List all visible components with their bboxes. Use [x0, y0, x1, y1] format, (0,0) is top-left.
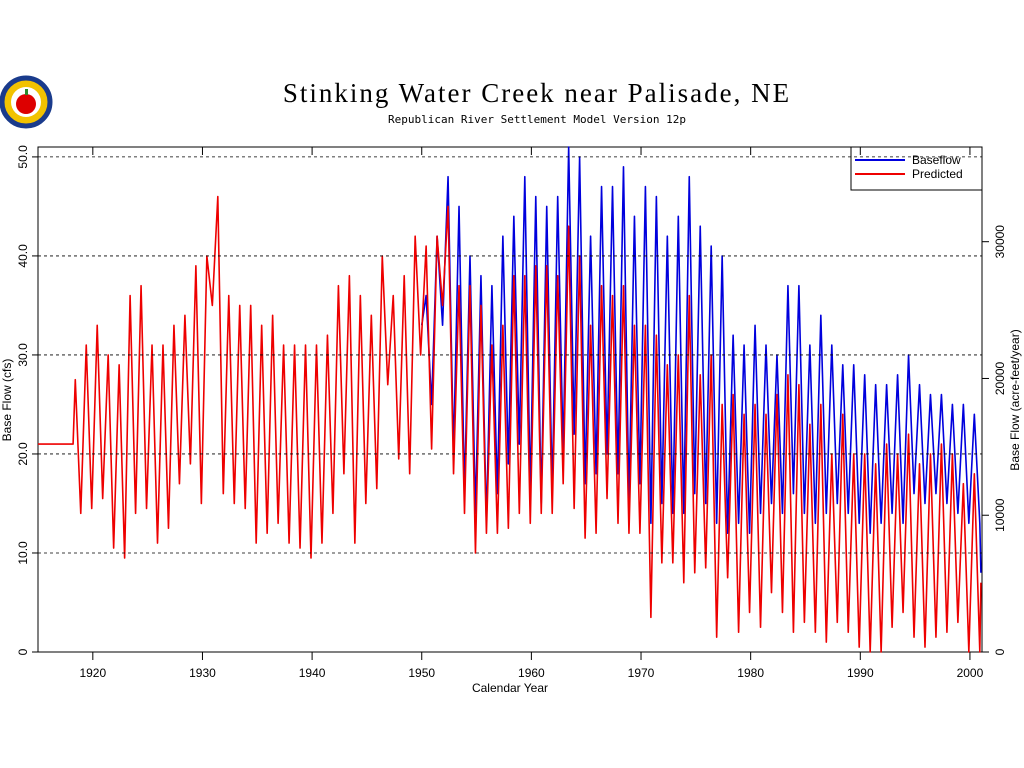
x-tick-label: 1920: [79, 666, 106, 680]
y-tick-label: 20.0: [16, 442, 30, 466]
y-axis-label: Base Flow (cfs): [0, 359, 14, 442]
plot-frame: [37, 146, 983, 653]
x-tick-label: 1980: [737, 666, 764, 680]
y2-axis-label: Base Flow (acre-feet/year): [1008, 329, 1022, 470]
x-tick-label: 1990: [847, 666, 874, 680]
y-tick-label: 0: [16, 648, 30, 655]
chart-subtitle: Republican River Settlement Model Versio…: [388, 113, 686, 126]
x-tick-label: 2000: [957, 666, 984, 680]
x-tick-label: 1930: [189, 666, 216, 680]
y2-tick-label: 0: [993, 648, 1007, 655]
logo: [0, 75, 53, 129]
x-tick-label: 1960: [518, 666, 545, 680]
legend-label: Predicted: [912, 167, 963, 181]
x-tick-label: 1940: [299, 666, 326, 680]
y-tick-label: 10.0: [16, 541, 30, 565]
x-axis-label: Calendar Year: [472, 681, 548, 695]
y2-tick-label: 30000: [993, 225, 1007, 259]
series-line: [420, 146, 982, 573]
legend-label: Baseflow: [912, 153, 961, 167]
y2-tick-label: 10000: [993, 498, 1007, 532]
chart-title: Stinking Water Creek near Palisade, NE: [283, 78, 791, 108]
y2-tick-label: 20000: [993, 361, 1007, 395]
x-tick-label: 1950: [408, 666, 435, 680]
y-tick-label: 40.0: [16, 244, 30, 268]
y-tick-label: 50.0: [16, 145, 30, 169]
x-tick-label: 1970: [628, 666, 655, 680]
legend-box: [850, 146, 983, 191]
plot: [38, 146, 982, 653]
y-tick-label: 30.0: [16, 343, 30, 367]
